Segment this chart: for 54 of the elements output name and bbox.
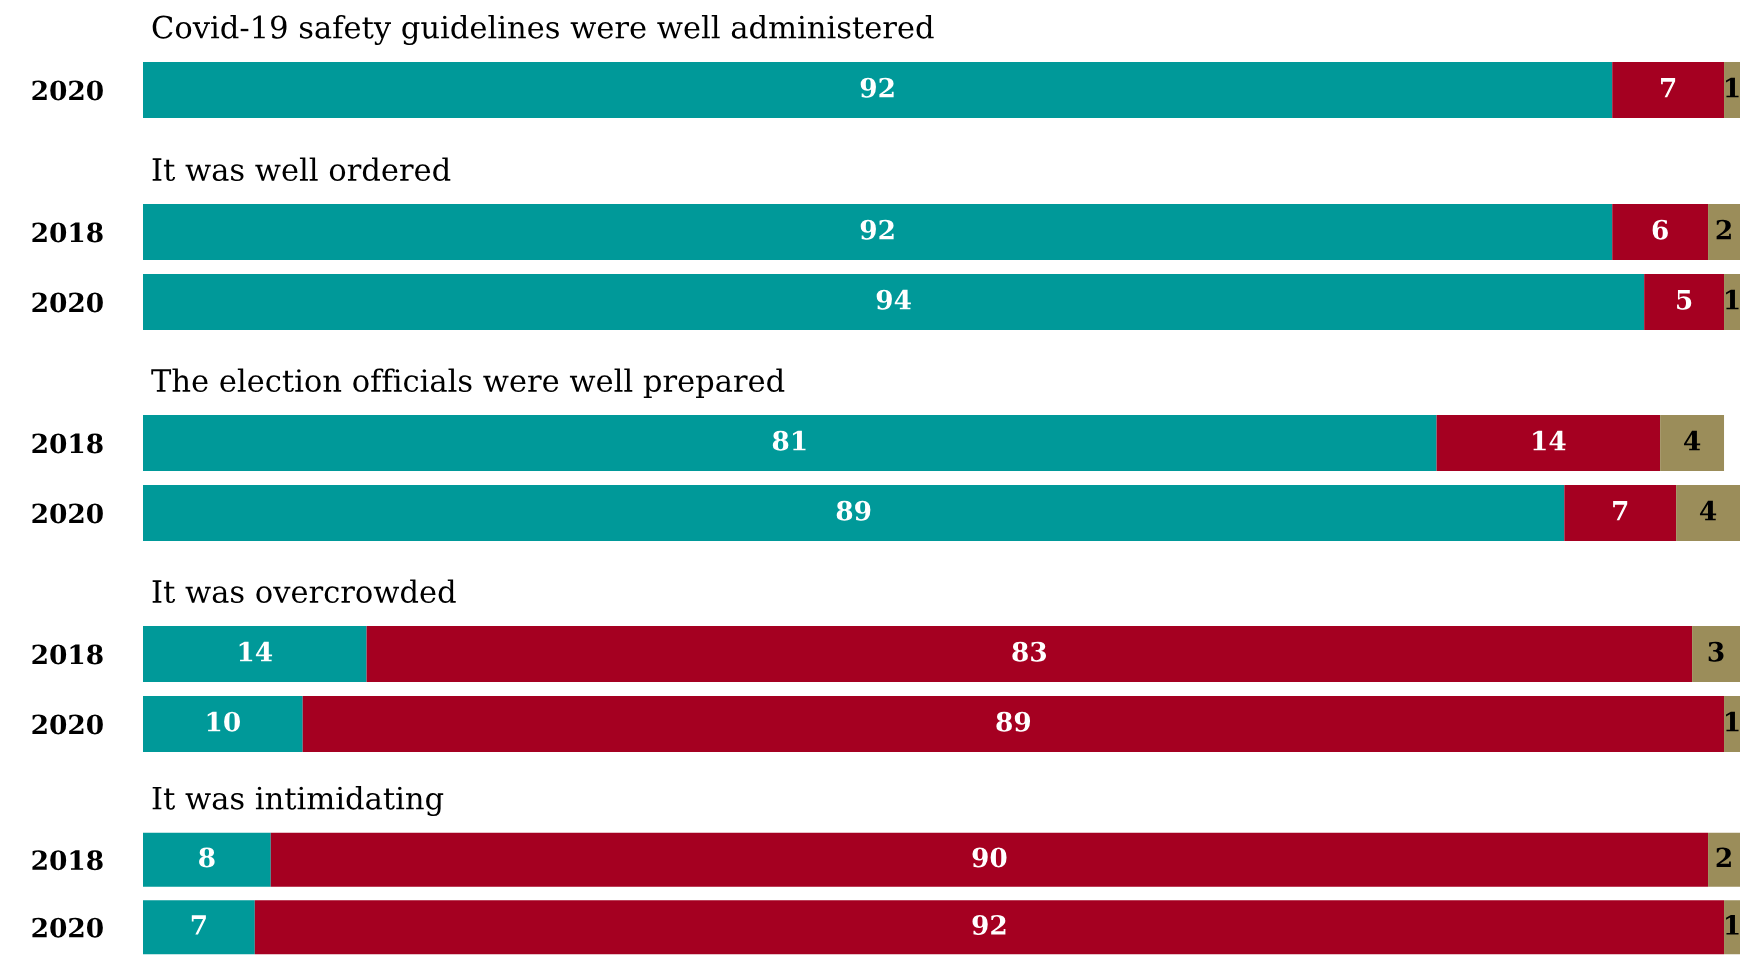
y-tick-label: 2020 [32, 917, 103, 938]
bar [1644, 274, 1725, 330]
bar [143, 900, 255, 955]
bar [1708, 204, 1740, 260]
bar [1676, 485, 1740, 541]
data-label: 1 [1726, 914, 1739, 935]
bar [1660, 415, 1725, 471]
data-label: 94 [876, 289, 911, 310]
y-tick-label: 2020 [32, 292, 103, 313]
y-tick-label: 2020 [32, 503, 103, 524]
data-label: 3 [1708, 641, 1724, 662]
data-label: 1 [1726, 289, 1739, 310]
bar [1692, 626, 1740, 682]
y-tick-label: 2020 [32, 714, 103, 735]
data-label: 89 [996, 711, 1031, 732]
y-tick-label: 2018 [32, 850, 103, 871]
data-label: 1 [1726, 77, 1739, 98]
data-label: 14 [239, 641, 273, 662]
data-label: 89 [836, 500, 871, 521]
data-label: 14 [1533, 430, 1566, 451]
data-label: 4 [1683, 430, 1701, 451]
data-label: 7 [191, 915, 206, 935]
data-label: 1 [1726, 711, 1739, 732]
chart-title: It was overcrowded [152, 579, 456, 604]
data-label: 92 [972, 914, 1006, 935]
chart-title: It was intimidating [152, 785, 444, 816]
data-label: 7 [1613, 501, 1628, 521]
bar [143, 626, 367, 682]
data-label: 90 [972, 847, 1007, 868]
data-label: 8 [199, 847, 215, 868]
bar [1436, 415, 1661, 471]
data-label: 83 [1012, 641, 1047, 662]
data-label: 2 [1716, 847, 1731, 868]
y-tick-label: 2018 [32, 222, 103, 243]
bar [143, 696, 303, 752]
data-label: 2 [1716, 219, 1731, 240]
y-tick-label: 2018 [32, 644, 103, 665]
chart-title: The election officials were well prepared [151, 368, 785, 398]
data-label: 92 [860, 219, 894, 240]
y-tick-label: 2018 [32, 433, 103, 454]
chart-title: Covid-19 safety guidelines were well administered [152, 14, 934, 45]
bar [1564, 485, 1677, 541]
bar [1612, 204, 1709, 260]
data-label: 10 [207, 711, 240, 732]
y-tick-label: 2020 [32, 80, 103, 101]
data-label: 92 [860, 77, 894, 98]
data-label: 7 [1661, 78, 1676, 98]
bar [1708, 832, 1740, 887]
bar [143, 832, 271, 887]
data-label: 6 [1652, 219, 1668, 240]
data-label: 5 [1677, 290, 1692, 310]
data-label: 4 [1699, 500, 1717, 521]
chart-title: It was well ordered [152, 157, 451, 182]
data-label: 81 [772, 430, 806, 451]
